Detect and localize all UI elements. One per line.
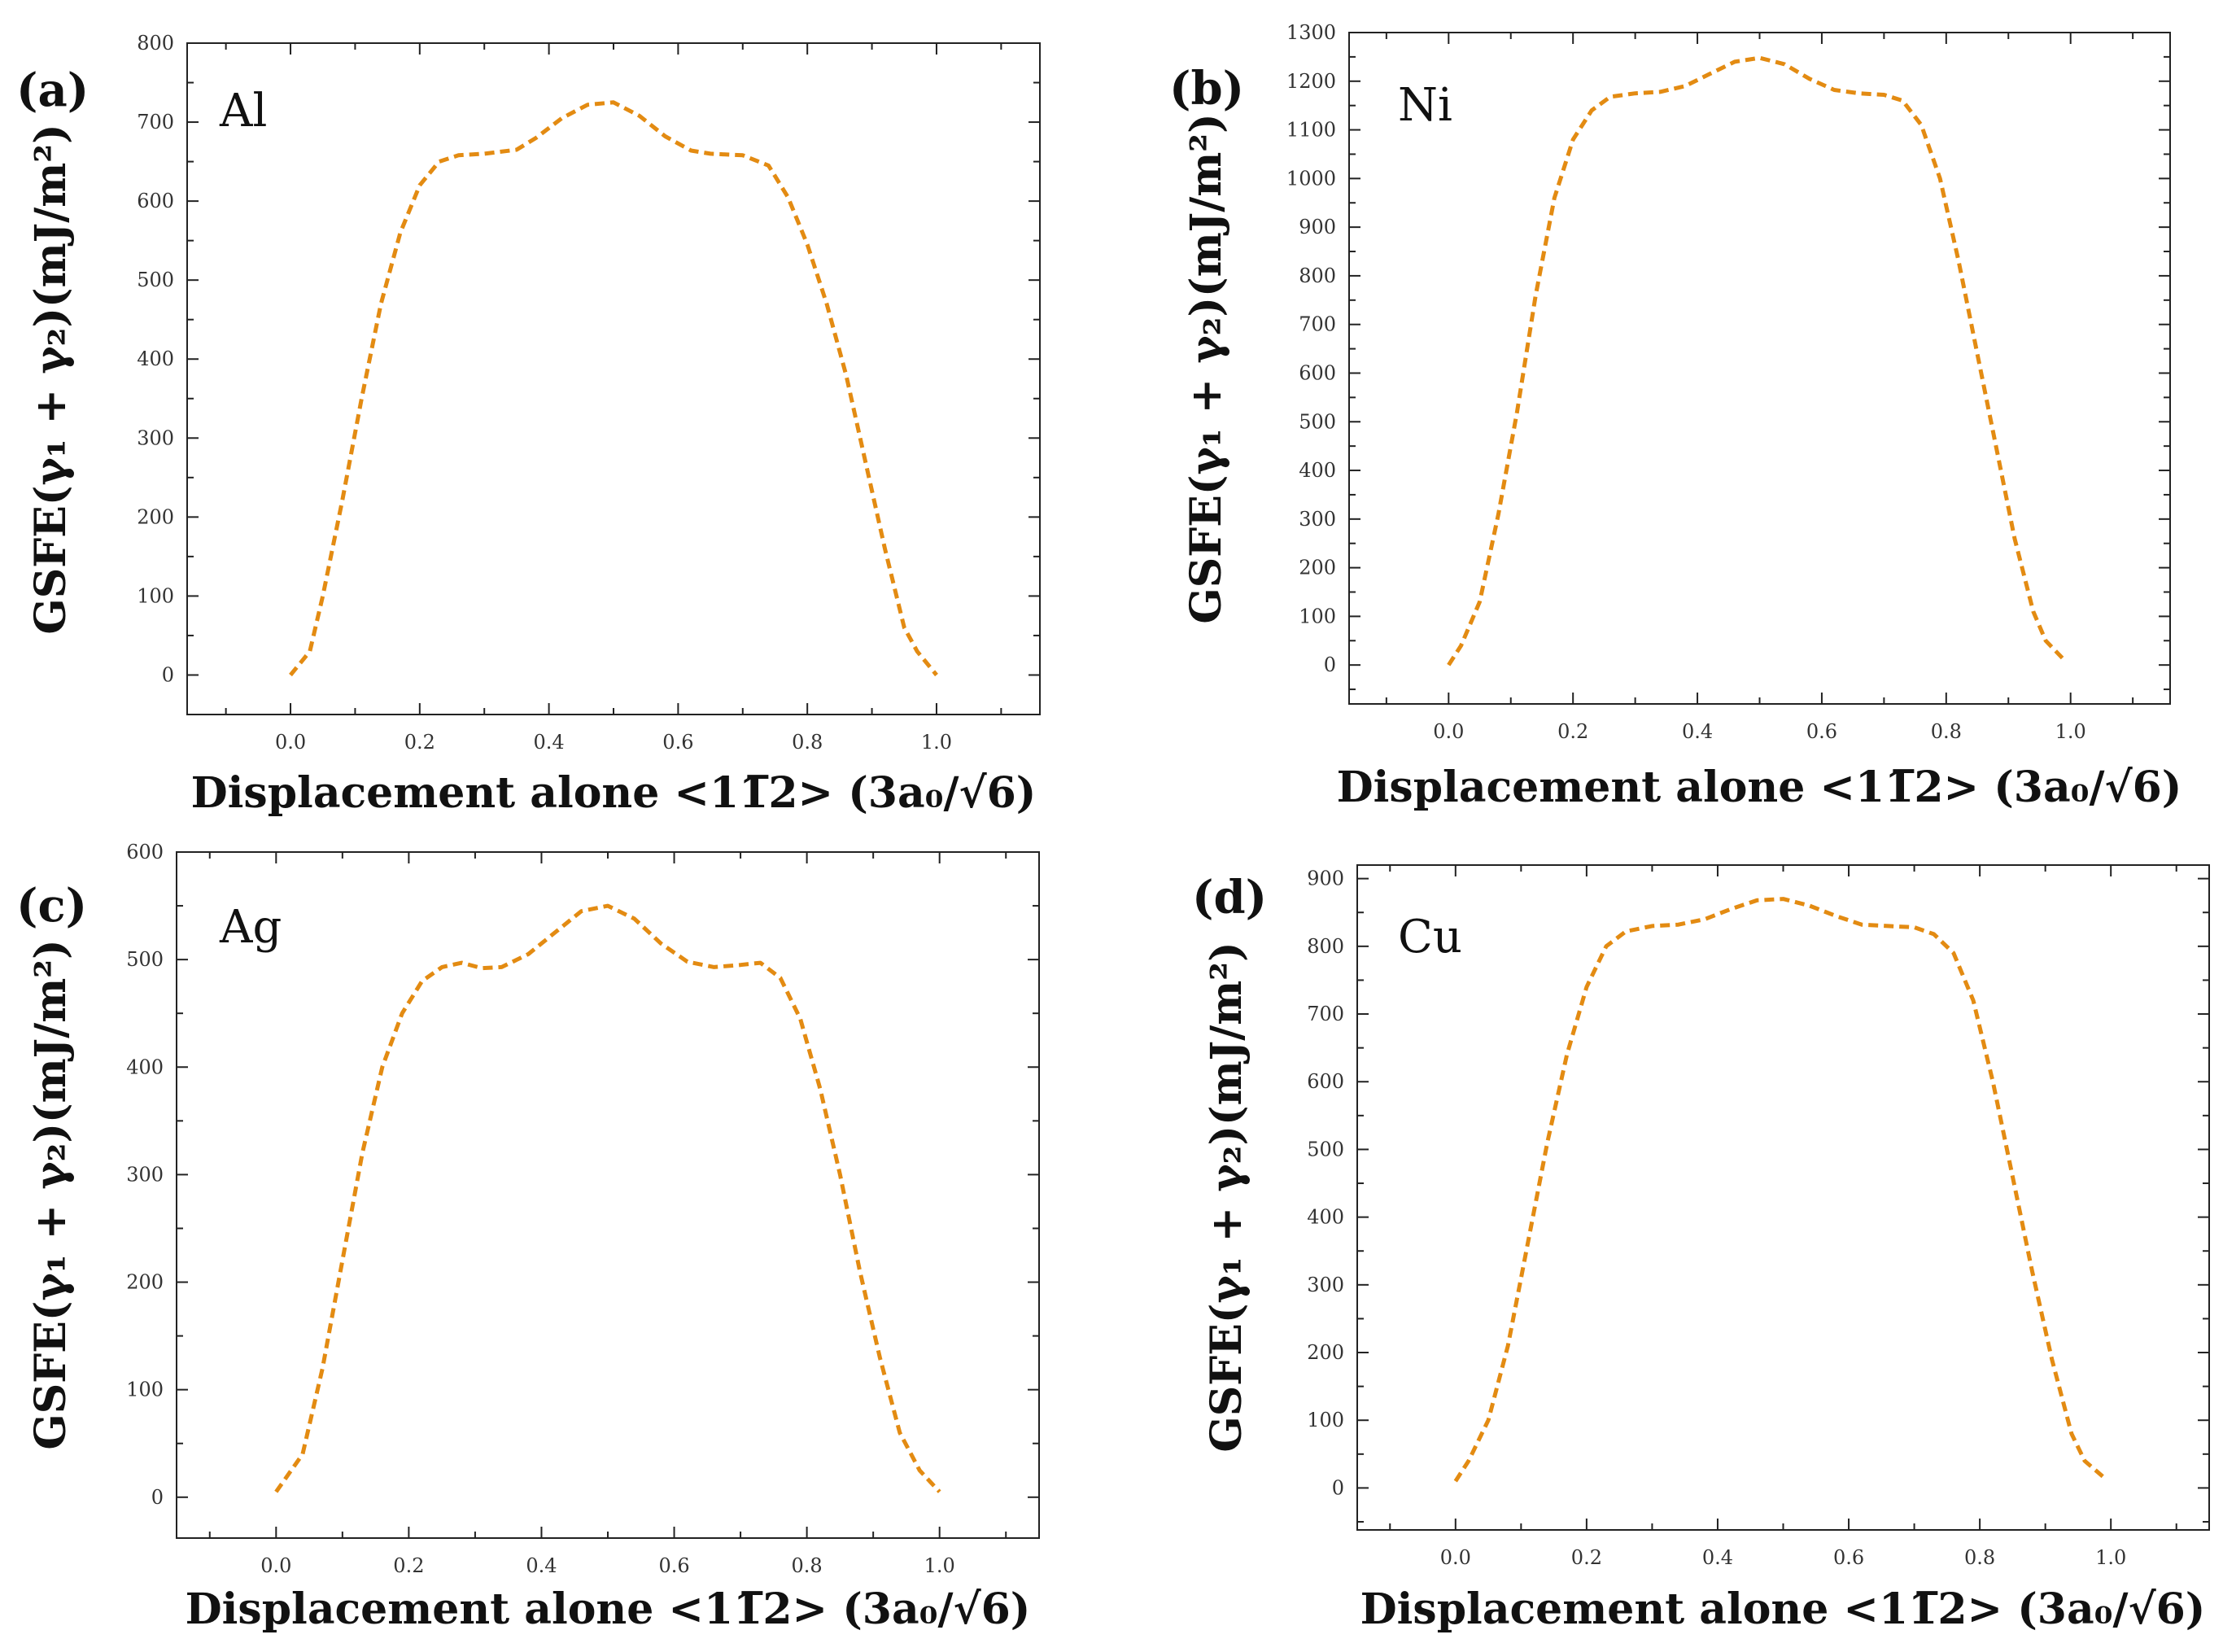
panel-label: (d)	[1192, 871, 1267, 924]
x-axis-title: Displacement alone <11̅2> (3a₀/√6)	[1360, 1584, 2206, 1634]
x-tick-label: 0.4	[526, 1554, 557, 1577]
y-tick-label: 800	[1299, 264, 1336, 287]
panel-c: 0.0 0.2 0.4 0.6 0.8 1.0 0 100 200 300 400 500 600 (c)…	[16, 841, 1040, 1634]
y-tick-label: 600	[137, 190, 174, 212]
x-tick-label: 0.8	[1931, 720, 1962, 743]
plot-frame	[1348, 32, 2171, 705]
y-tick-label: 200	[126, 1271, 164, 1294]
x-axis-title: Displacement alone <11̅2> (3a₀/√6)	[1337, 763, 2182, 812]
y-tick-label: 200	[1307, 1341, 1344, 1364]
plot-frame	[186, 42, 1041, 715]
y-tick-label: 400	[1299, 459, 1336, 482]
y-tick-label: 700	[137, 111, 174, 133]
y-tick-label: 500	[1307, 1138, 1344, 1160]
y-tick-label: 900	[1307, 868, 1344, 890]
x-tick-label: 0.6	[1806, 720, 1837, 743]
y-tick-label: 700	[1299, 313, 1336, 336]
y-tick-label: 900	[1299, 216, 1336, 238]
y-tick-label: 300	[1299, 508, 1336, 531]
y-tick-label: 0	[151, 1486, 164, 1509]
series-line-al	[289, 100, 938, 677]
x-tick-label: 0.6	[1833, 1546, 1864, 1569]
y-tick-label: 400	[126, 1055, 164, 1078]
x-tick-label: 0.4	[1702, 1546, 1733, 1569]
y-tick-label: 0	[162, 663, 174, 686]
y-tick-label: 500	[1299, 410, 1336, 433]
y-tick-label: 700	[1307, 1003, 1344, 1025]
x-axis-title: Displacement alone <11̅2> (3a₀/√6)	[191, 768, 1037, 818]
y-tick-label: 0	[1324, 653, 1336, 676]
x-tick-label: 1.0	[2055, 720, 2086, 743]
y-tick-label: 0	[1332, 1476, 1344, 1499]
x-tick-label: 0.6	[662, 731, 693, 754]
x-tick-label: 0.2	[393, 1554, 424, 1577]
y-tick-label: 1000	[1286, 167, 1336, 190]
y-tick-label: 800	[137, 32, 174, 55]
x-tick-label: 0.4	[1682, 720, 1713, 743]
y-tick-label: 600	[1307, 1070, 1344, 1093]
y-tick-label: 1300	[1286, 21, 1336, 44]
x-tick-label: 0.8	[792, 1554, 823, 1577]
y-tick-label: 100	[1299, 605, 1336, 627]
series-line-ni	[1447, 55, 2066, 666]
x-tick-label: 0.8	[792, 731, 823, 754]
panel-b: 0.0 0.2 0.4 0.6 0.8 1.0 0 100 200 300 400 500 600 700…	[1169, 21, 2182, 812]
x-tick-label: 1.0	[2095, 1546, 2126, 1569]
x-tick-label: 0.0	[260, 1554, 291, 1577]
x-tick-label: 0.0	[1440, 1546, 1471, 1569]
x-tick-label: 0.2	[1557, 720, 1588, 743]
y-tick-label: 500	[137, 269, 174, 291]
x-tick-label: 1.0	[924, 1554, 955, 1577]
y-tick-label: 200	[137, 505, 174, 528]
y-tick-label: 1100	[1286, 119, 1336, 142]
y-tick-label: 300	[126, 1163, 164, 1186]
y-tick-label: 400	[137, 347, 174, 370]
x-tick-label: 0.0	[275, 731, 306, 754]
y-tick-label: 800	[1307, 935, 1344, 958]
element-label: Ni	[1398, 79, 1452, 132]
x-tick-label: 0.2	[1571, 1546, 1602, 1569]
y-tick-label: 400	[1307, 1206, 1344, 1229]
y-tick-label: 600	[126, 841, 164, 863]
element-label: Ag	[219, 901, 282, 954]
x-axis-title: Displacement alone <11̅2> (3a₀/√6)	[186, 1584, 1031, 1634]
y-tick-label: 100	[1307, 1409, 1344, 1431]
y-tick-label: 100	[137, 584, 174, 607]
y-tick-label: 600	[1299, 361, 1336, 384]
y-axis-title: GSFE(γ₁ + γ₂)(mJ/m²)	[26, 939, 76, 1449]
x-tick-label: 0.2	[404, 731, 435, 754]
x-tick-label: 0.4	[534, 731, 565, 754]
y-axis-title: GSFE(γ₁ + γ₂)(mJ/m²)	[1181, 113, 1231, 623]
panel-label: (c)	[16, 879, 87, 933]
y-tick-label: 200	[1299, 557, 1336, 579]
x-tick-label: 0.6	[658, 1554, 689, 1577]
y-axis-title: GSFE(γ₁ + γ₂)(mJ/m²)	[26, 124, 76, 634]
plot-frame	[1356, 864, 2210, 1531]
series-line-cu	[1453, 897, 2106, 1483]
y-tick-label: 1200	[1286, 70, 1336, 93]
x-tick-label: 1.0	[921, 731, 952, 754]
y-tick-label: 100	[126, 1379, 164, 1401]
x-tick-label: 0.8	[1964, 1546, 1995, 1569]
panel-label: (a)	[16, 63, 89, 117]
series-line-ag	[274, 903, 941, 1493]
y-tick-label: 300	[137, 426, 174, 449]
element-label: Al	[219, 85, 267, 138]
panel-a: 0.0 0.2 0.4 0.6 0.8 1.0 0 100 200 300 400 500 600 700…	[16, 32, 1041, 818]
x-tick-label: 0.0	[1433, 720, 1464, 743]
y-axis-title: GSFE(γ₁ + γ₂)(mJ/m²)	[1202, 942, 1251, 1452]
y-tick-label: 500	[126, 948, 164, 971]
y-tick-label: 300	[1307, 1274, 1344, 1296]
panel-label: (b)	[1169, 62, 1244, 116]
panel-d: 0.0 0.2 0.4 0.6 0.8 1.0 0 100 200 300 400 500 600 700…	[1192, 864, 2210, 1634]
element-label: Cu	[1398, 911, 1462, 964]
